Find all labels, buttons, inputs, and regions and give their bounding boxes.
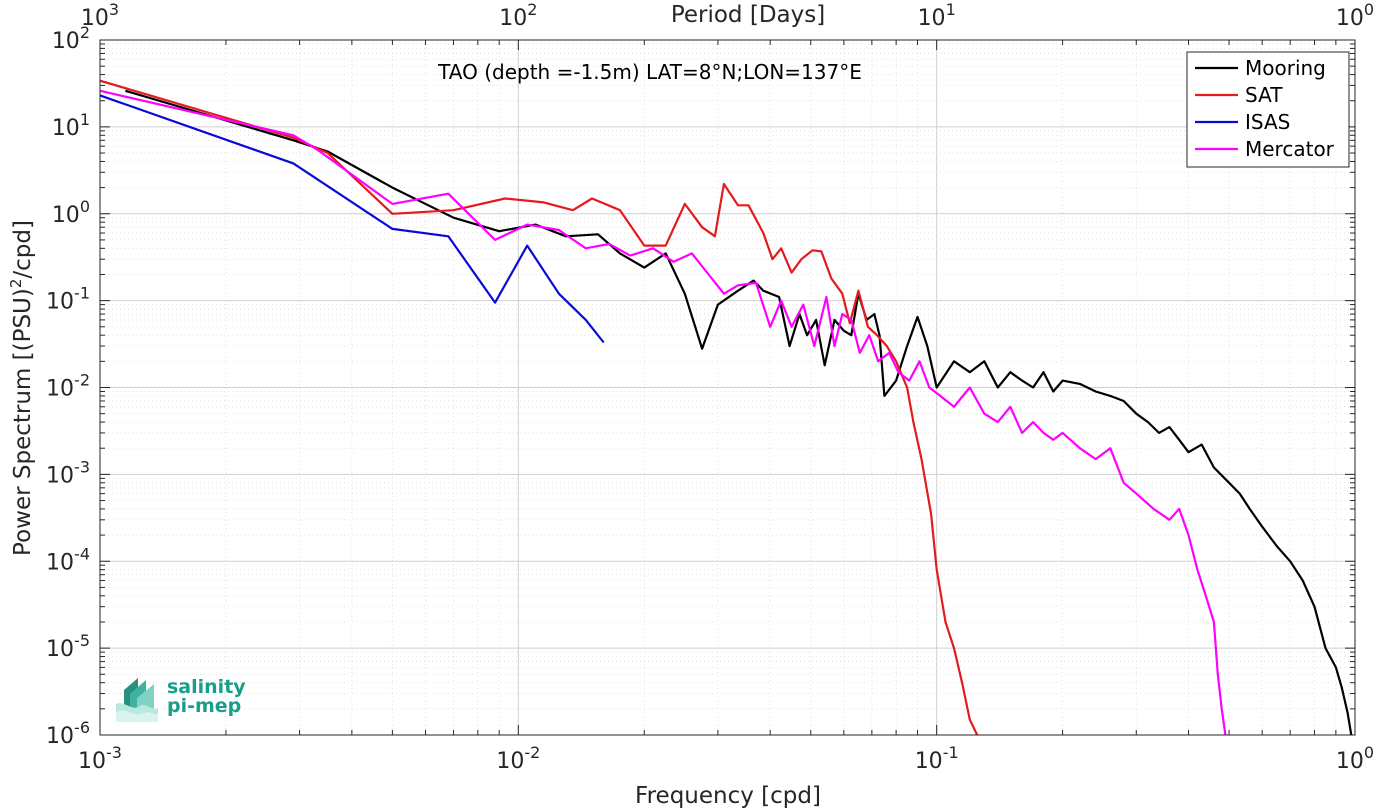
tick-label-base: 10	[915, 749, 943, 774]
legend-label-mercator: Mercator	[1245, 137, 1335, 161]
tick-label-exponent: 2	[527, 0, 537, 19]
logo-mark-icon	[116, 678, 158, 722]
tick-label-base: 10	[1336, 749, 1364, 774]
tick-label-exponent: -2	[524, 743, 540, 762]
tick-label-base: 10	[499, 6, 527, 31]
chart-title: TAO (depth =-1.5m) LAT=8°N;LON=137°E	[437, 60, 862, 84]
tick-label-exponent: -4	[74, 544, 90, 563]
ticks	[99, 39, 1356, 736]
legend-label-mooring: Mooring	[1245, 56, 1326, 80]
tick-label-exponent: 0	[80, 197, 90, 216]
series-line-mercator	[100, 89, 1227, 735]
y-tick-label: 10-4	[46, 544, 90, 575]
salinity-pimep-logo: salinity pi-mep	[116, 676, 246, 722]
tick-label-base: 10	[46, 550, 74, 575]
tick-label-base: 10	[46, 724, 74, 749]
x2-axis-label: Period [Days]	[671, 2, 825, 28]
y-tick-label: 100	[52, 197, 90, 228]
x2-tick-label: 101	[918, 0, 956, 31]
y-axis-label: Power Spectrum [(PSU)2/cpd]	[7, 220, 36, 556]
tick-label-exponent: -1	[943, 743, 959, 762]
tick-label-exponent: 0	[1364, 743, 1374, 762]
series-lines	[100, 79, 1353, 735]
y-axis-label-tail: /cpd]	[10, 220, 36, 279]
y-tick-label: 10-6	[46, 718, 90, 749]
y-tick-label: 10-5	[46, 631, 90, 662]
y-tick-label: 10-3	[46, 457, 90, 488]
tick-label-exponent: 3	[109, 0, 119, 19]
y-tick-label: 101	[52, 110, 90, 141]
x2-tick-label: 100	[1336, 0, 1374, 31]
tick-label-base: 10	[52, 29, 80, 54]
tick-label-base: 10	[46, 377, 74, 402]
tick-label-base: 10	[496, 749, 524, 774]
tick-label-exponent: -6	[74, 718, 90, 737]
tick-label-base: 10	[78, 749, 106, 774]
legend-box	[1186, 51, 1350, 168]
legend: Mooring SAT ISAS Mercator	[1186, 51, 1350, 168]
tick-label-exponent: 0	[1364, 0, 1374, 19]
x2-tick-label: 102	[499, 0, 537, 31]
y-tick-label: 10-2	[46, 371, 90, 402]
tick-label-exponent: -1	[74, 284, 90, 303]
tick-label-exponent: -3	[74, 457, 90, 476]
tick-label-base: 10	[918, 6, 946, 31]
tick-label-exponent: 2	[80, 23, 90, 42]
tick-label-exponent: 1	[80, 110, 90, 129]
x-tick-label: 10-1	[915, 743, 959, 774]
tick-label-exponent: -2	[74, 371, 90, 390]
series-line-mooring	[125, 89, 1353, 735]
tick-label-base: 10	[46, 290, 74, 315]
y-tick-label: 102	[52, 23, 90, 54]
x-tick-label: 10-2	[496, 743, 540, 774]
tick-label-base: 10	[46, 463, 74, 488]
series-line-isas	[100, 94, 605, 344]
x-axis-label: Frequency [cpd]	[635, 783, 821, 809]
tick-label-base: 10	[81, 6, 109, 31]
legend-label-isas: ISAS	[1245, 110, 1290, 134]
legend-label-sat: SAT	[1245, 83, 1283, 107]
logo-text-line1: salinity	[167, 676, 246, 698]
tick-label-exponent: -3	[106, 743, 122, 762]
logo-text-line2: pi-mep	[167, 695, 241, 717]
tick-label-exponent: 1	[946, 0, 956, 19]
tick-label-base: 10	[46, 637, 74, 662]
y-axis-label-sup: 2	[7, 279, 25, 289]
series-line-sat	[100, 79, 979, 735]
x-tick-label: 100	[1336, 743, 1374, 774]
x2-tick-label: 103	[81, 0, 119, 31]
tick-label-base: 10	[52, 203, 80, 228]
tick-label-exponent: -5	[74, 631, 90, 650]
y-axis-label-main: Power Spectrum [(PSU)	[10, 288, 36, 556]
tick-label-base: 10	[52, 116, 80, 141]
tick-label-base: 10	[1336, 6, 1364, 31]
y-tick-label: 10-1	[46, 284, 90, 315]
x-tick-label: 10-3	[78, 743, 122, 774]
